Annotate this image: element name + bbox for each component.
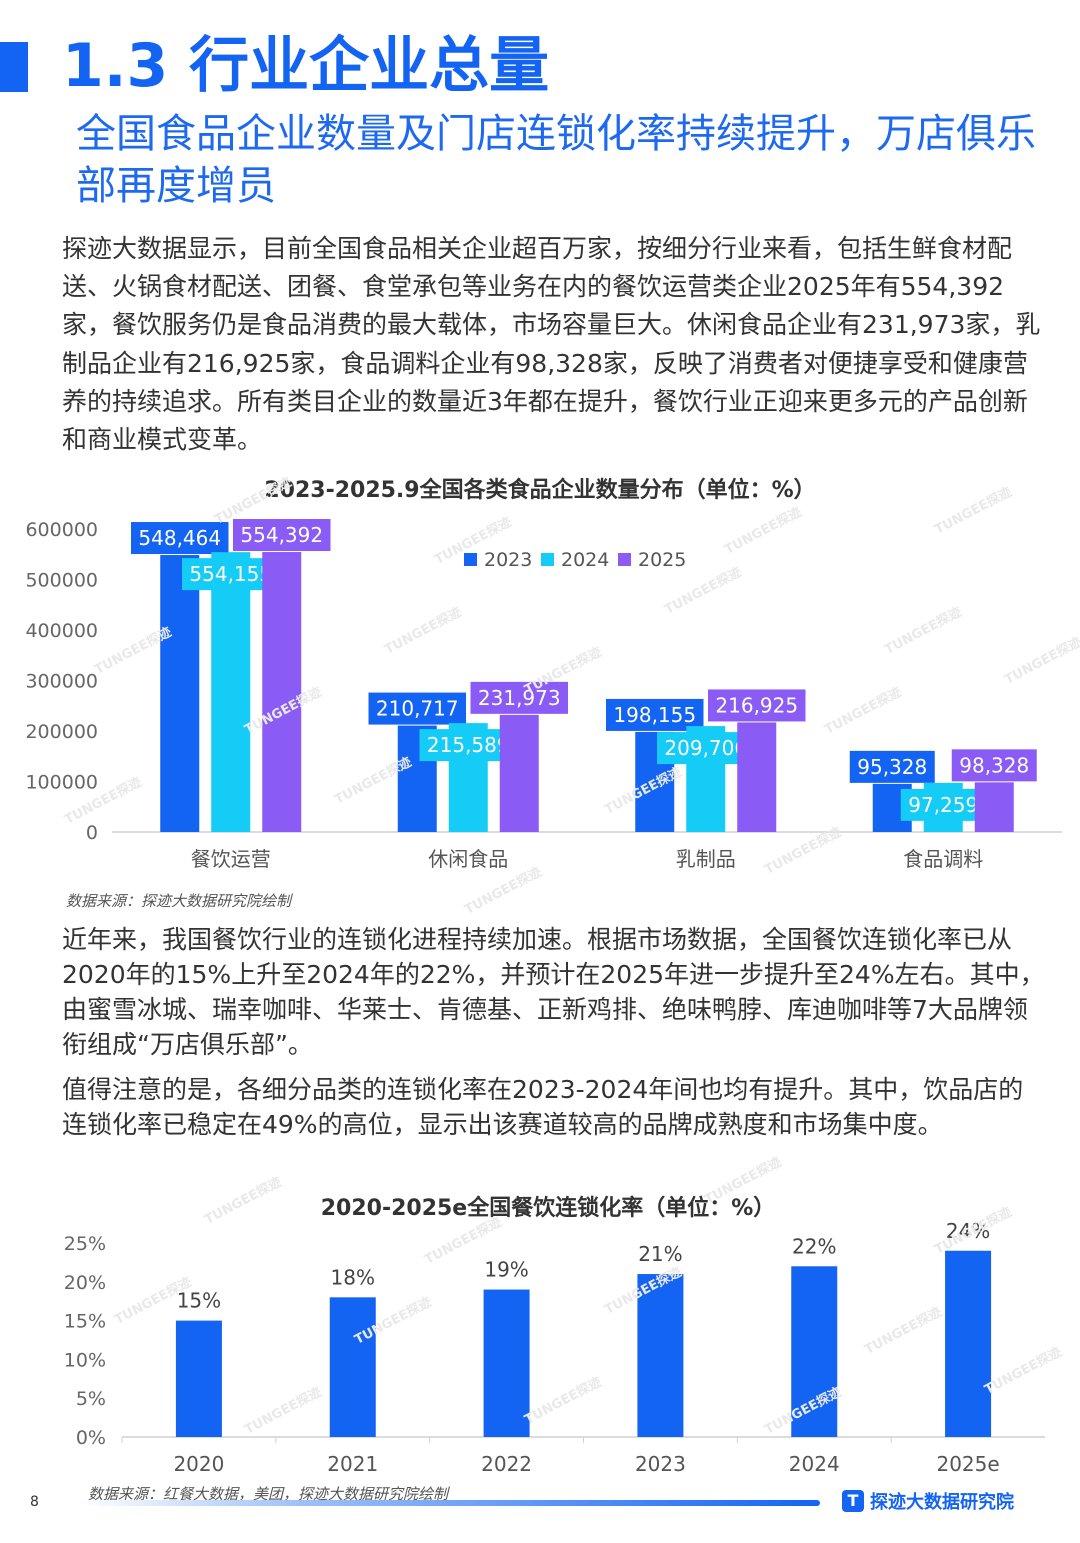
chart2-data-label: 24% bbox=[946, 1219, 990, 1243]
chart1-data-label-box bbox=[606, 698, 704, 731]
chart2-category-label: 2022 bbox=[481, 1452, 532, 1476]
chain-paragraph: 近年来，我国餐饮行业的连锁化进程持续加速。根据市场数据，全国餐饮连锁化率已从20… bbox=[62, 925, 1045, 1059]
chart1-data-label: 554,155 bbox=[189, 562, 272, 586]
chart1-legend-label: 2024 bbox=[561, 549, 609, 571]
chart1-legend-swatch bbox=[464, 553, 477, 566]
chart1-data-label: 215,589 bbox=[427, 733, 510, 757]
chart2-bar bbox=[175, 1320, 222, 1437]
chart1-bar bbox=[499, 714, 539, 832]
chart1-y-tick: 200000 bbox=[25, 721, 98, 743]
chart2-bar bbox=[483, 1289, 530, 1437]
chart2-y-tick: 10% bbox=[64, 1349, 106, 1371]
chart1-data-label-box bbox=[131, 522, 229, 555]
chart1-data-label: 98,328 bbox=[959, 753, 1029, 777]
chart1-bar bbox=[211, 552, 251, 832]
chart1-data-label: 95,328 bbox=[857, 755, 927, 779]
chart1-category-label: 休闲食品 bbox=[428, 847, 508, 871]
chart2-category-label: 2020 bbox=[173, 1452, 224, 1476]
section-subtitle: 全国食品企业数量及门店连锁化率持续提升，万店俱乐部再度增员 bbox=[76, 111, 1036, 209]
chart2-bar bbox=[945, 1250, 992, 1437]
chart2-category-label: 2023 bbox=[635, 1452, 686, 1476]
chart2-y-tick: 5% bbox=[76, 1388, 106, 1410]
chart2-bar bbox=[791, 1266, 838, 1437]
chart1-category-label: 乳制品 bbox=[676, 847, 736, 871]
chart1-data-label-box bbox=[470, 681, 568, 714]
chart1-bar bbox=[262, 552, 302, 832]
chart2-data-label: 15% bbox=[177, 1289, 221, 1313]
chart1-data-label-box bbox=[368, 692, 466, 725]
chart1-data-label-box bbox=[708, 689, 806, 722]
chart1-source: 数据来源：探迹大数据研究院绘制 bbox=[66, 892, 292, 910]
chart1-data-label: 548,464 bbox=[138, 526, 221, 550]
chart2-category-label: 2024 bbox=[789, 1452, 840, 1476]
chart1-bar bbox=[160, 555, 200, 832]
chart1-data-label: 97,259 bbox=[908, 793, 978, 817]
chart1-data-label: 216,925 bbox=[715, 693, 798, 717]
chart1-legend-label: 2025 bbox=[638, 549, 686, 571]
chart1-legend-swatch bbox=[541, 553, 554, 566]
footer-brand: T 探迹大数据研究院 bbox=[842, 1488, 1014, 1514]
chart2-y-tick: 0% bbox=[76, 1427, 106, 1449]
category-paragraph: 值得注意的是，各细分品类的连锁化率在2023-2024年间也均有提升。其中，饮品… bbox=[62, 1075, 1024, 1139]
chart1-y-tick: 600000 bbox=[25, 519, 98, 541]
footer-gradient-line bbox=[80, 1500, 820, 1506]
chart2-bar bbox=[329, 1297, 376, 1437]
chart2-data-label: 19% bbox=[484, 1258, 528, 1282]
chart1-data-label-box bbox=[951, 749, 1037, 782]
section-title: 1.3 行业企业总量 bbox=[62, 31, 550, 101]
intro-paragraph: 探迹大数据显示，目前全国食品相关企业超百万家，按细分行业来看，包括生鲜食材配送、… bbox=[62, 234, 1041, 455]
chart2-data-label: 22% bbox=[792, 1234, 836, 1258]
chart1-y-tick: 300000 bbox=[25, 671, 98, 693]
chart1-bar bbox=[974, 782, 1014, 832]
chart1-data-label: 231,973 bbox=[478, 686, 561, 710]
chart2-category-label: 2021 bbox=[327, 1452, 378, 1476]
chain-rate-chart: 2020-2025e全国餐饮连锁化率（单位：%） 0% 5% 10% 15% 20% 25%… bbox=[64, 1195, 1045, 1476]
chart1-y-tick: 100000 bbox=[25, 772, 98, 794]
chart2-y-tick: 15% bbox=[64, 1311, 106, 1333]
page-number: 8 bbox=[30, 1494, 39, 1510]
chart2-data-label: 21% bbox=[638, 1242, 682, 1266]
chart2-bar bbox=[637, 1274, 684, 1437]
chart2-y-tick: 20% bbox=[64, 1272, 106, 1294]
chart1-data-label-box bbox=[233, 519, 331, 552]
chart1-data-label: 209,706 bbox=[664, 736, 747, 760]
chart1-title: 2023-2025.9全国各类食品企业数量分布（单位：%） bbox=[264, 477, 815, 503]
chart2-source: 数据来源：红餐大数据，美团，探迹大数据研究院绘制 bbox=[88, 1485, 449, 1503]
chart1-legend-swatch bbox=[618, 553, 631, 566]
chart1-category-label: 餐饮运营 bbox=[191, 847, 271, 871]
chart2-y-tick: 25% bbox=[64, 1233, 106, 1255]
chart1-data-label: 554,392 bbox=[240, 523, 323, 547]
chart1-y-tick: 400000 bbox=[25, 620, 98, 642]
chart1-legend-label: 2023 bbox=[484, 549, 532, 571]
chart2-data-label: 18% bbox=[331, 1265, 375, 1289]
chart1-data-label: 210,717 bbox=[376, 697, 459, 721]
chart1-data-label-box bbox=[900, 788, 986, 821]
enterprise-count-chart: 2023-2025.9全国各类食品企业数量分布（单位：%） 0 100000 2000… bbox=[25, 477, 1062, 871]
chart1-category-label: 食品调料 bbox=[903, 847, 983, 871]
chart1-bar bbox=[737, 722, 777, 832]
brand-name: 探迹大数据研究院 bbox=[870, 1492, 1014, 1513]
section-accent-bar bbox=[0, 42, 28, 92]
chart1-y-tick: 0 bbox=[86, 822, 98, 844]
brand-logo-icon: T bbox=[842, 1490, 864, 1512]
chart1-y-tick: 500000 bbox=[25, 570, 98, 592]
chart2-title: 2020-2025e全国餐饮连锁化率（单位：%） bbox=[321, 1195, 776, 1221]
chart1-data-label: 198,155 bbox=[613, 703, 696, 727]
chart1-data-label-box bbox=[849, 750, 935, 783]
chart2-category-label: 2025e bbox=[936, 1452, 999, 1476]
